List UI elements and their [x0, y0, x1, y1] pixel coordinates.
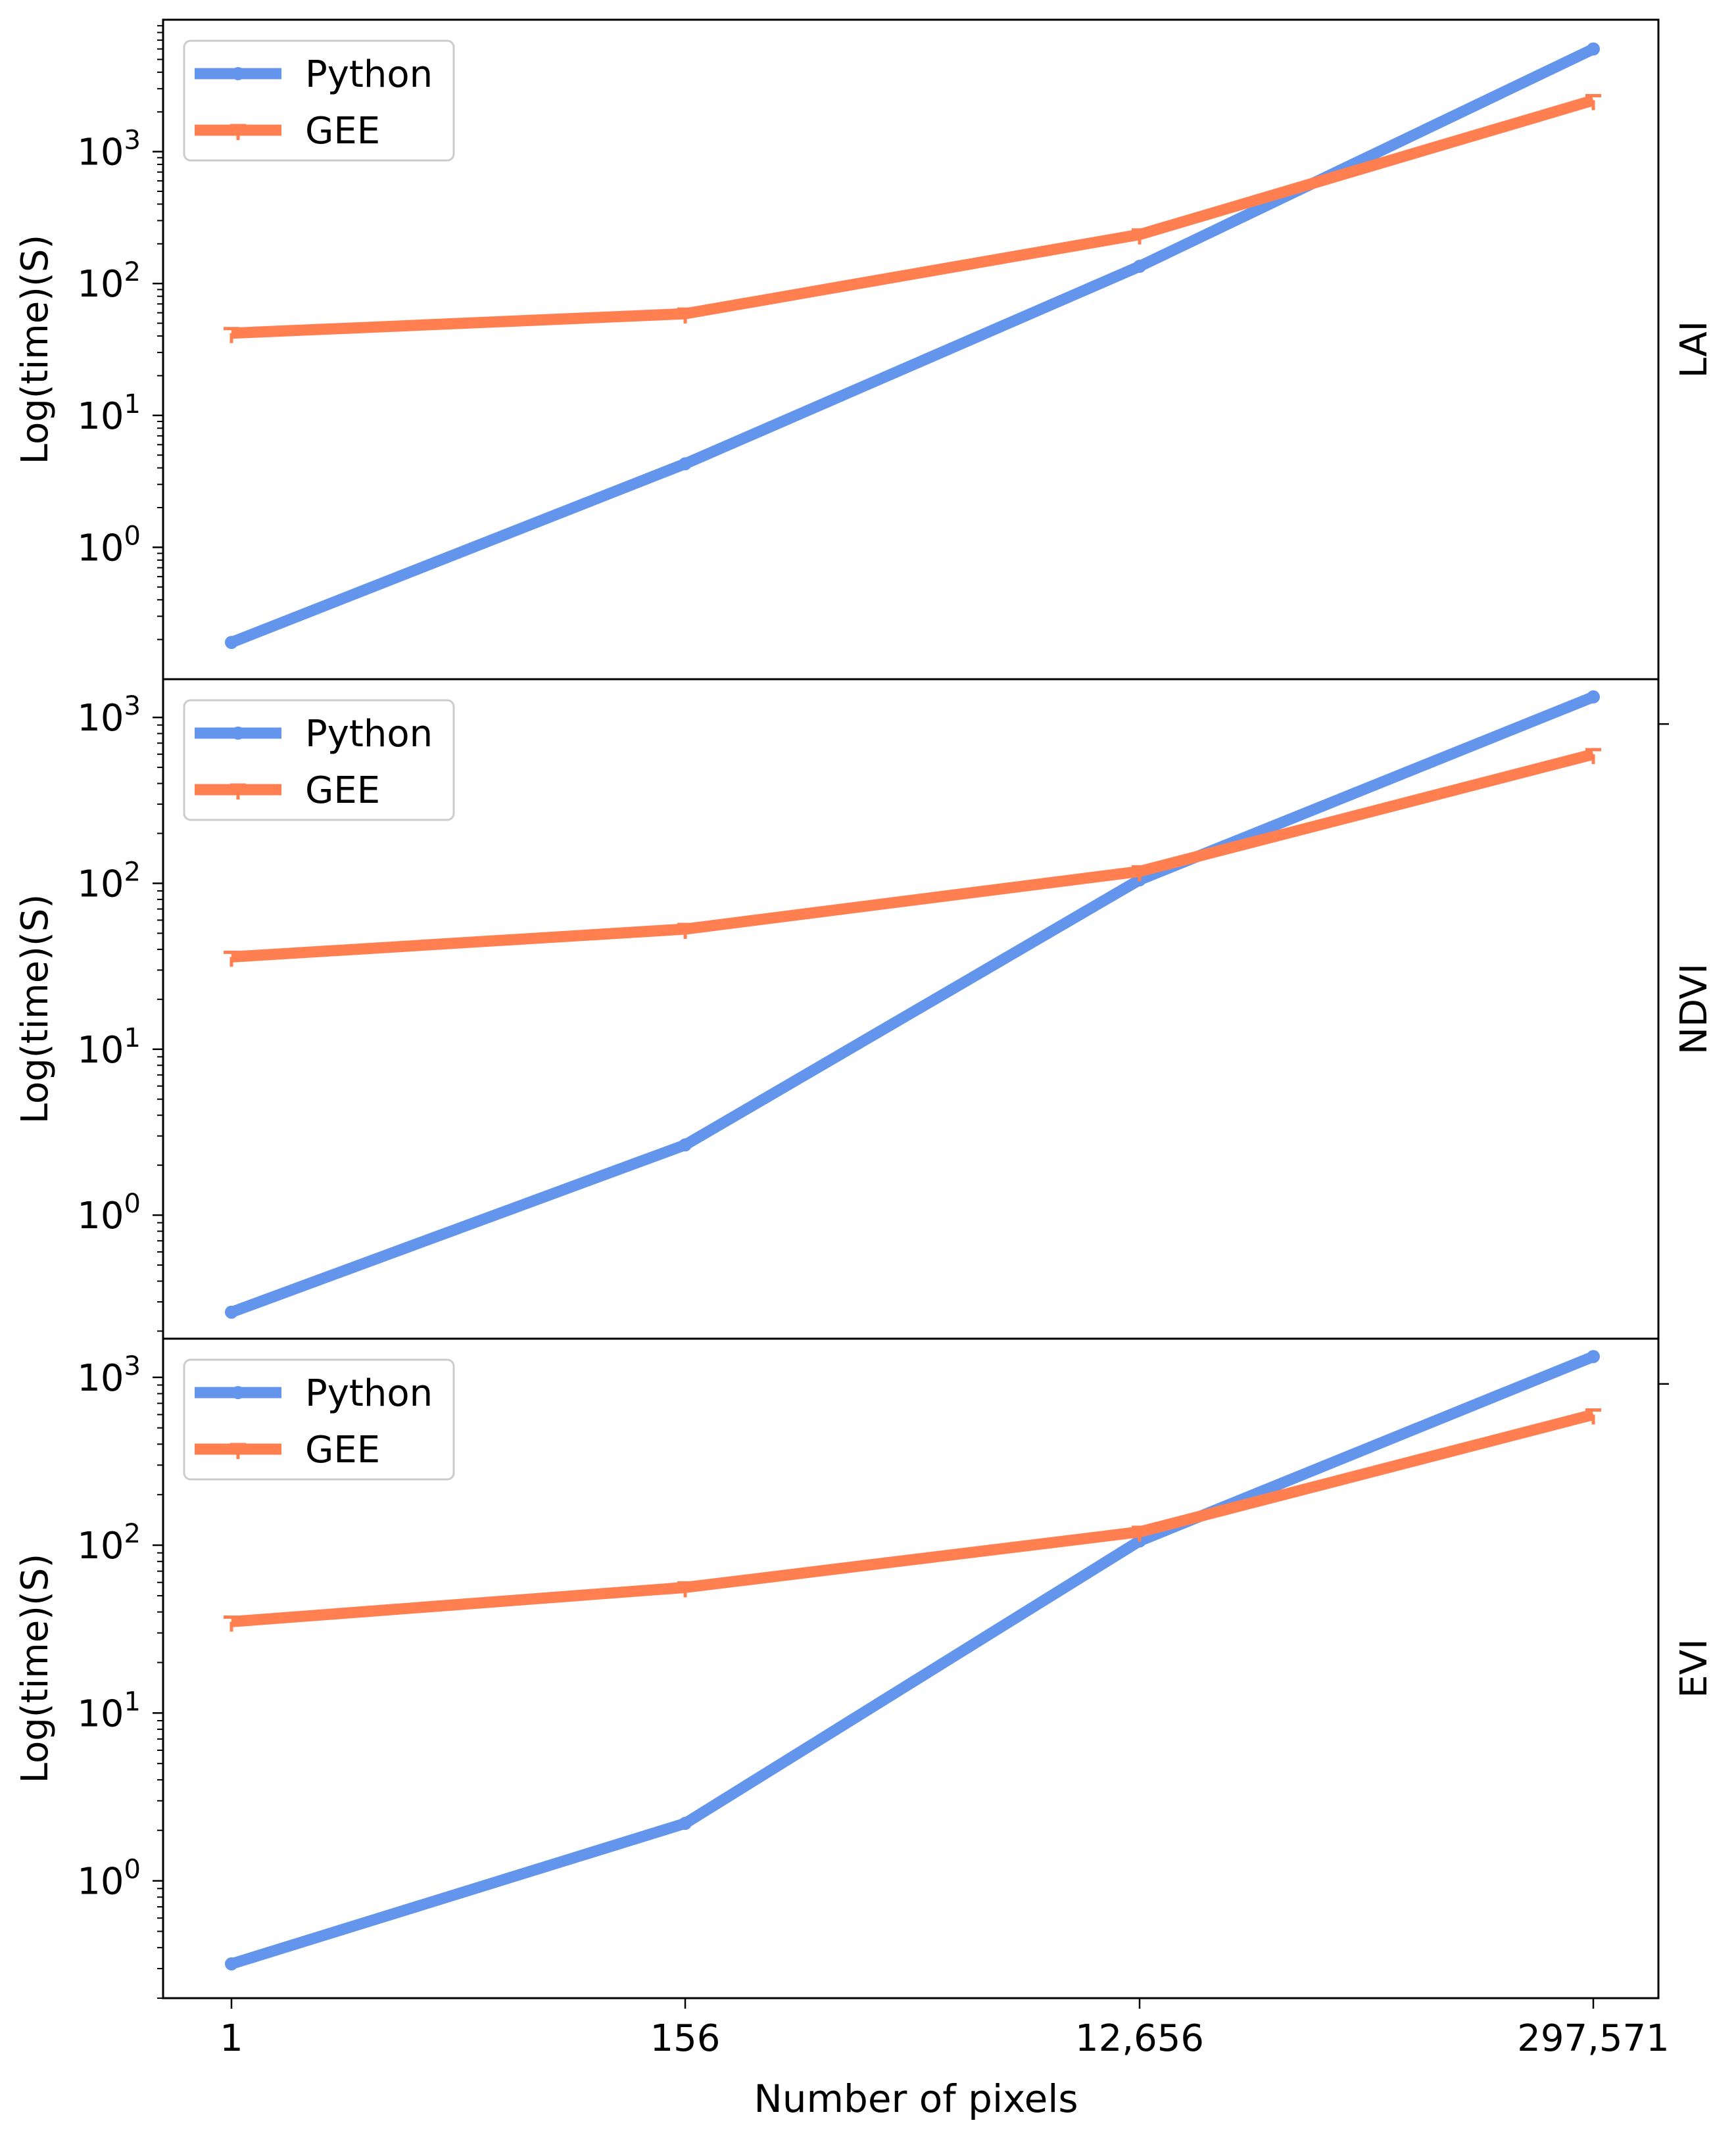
- data-point-gee: [677, 1581, 693, 1598]
- series-line-python: [229, 1351, 1596, 1970]
- data-point-gee: [224, 950, 239, 967]
- x-tick-label: 297,571: [1517, 2017, 1670, 2060]
- data-point-gee: [224, 327, 239, 343]
- y-tick-label: 102: [77, 1519, 141, 1567]
- data-point-gee: [677, 922, 693, 940]
- legend-marker: [231, 67, 245, 80]
- panel-label: NDVI: [1673, 963, 1716, 1055]
- y-tick-label: 100: [77, 1855, 141, 1903]
- x-tick-label: 156: [650, 2017, 721, 2060]
- series-line-gee: [231, 95, 1595, 339]
- data-point-gee: [1132, 228, 1147, 245]
- y-tick-label: 101: [77, 389, 141, 438]
- y-axis-label: Log(time)(S): [14, 1554, 57, 1783]
- panel-evi: 100 101 102 103 Log(time)(S) EVI Python GEE: [14, 1337, 1716, 1999]
- data-point-gee: [224, 1615, 239, 1632]
- y-tick-label: 103: [77, 691, 141, 740]
- data-point-gee: [1132, 1525, 1147, 1542]
- data-point-python: [679, 1817, 692, 1830]
- data-point-gee: [677, 307, 693, 324]
- legend-label-python: Python: [305, 53, 433, 96]
- data-point-gee: [1585, 94, 1601, 110]
- legend-label-gee: GEE: [305, 110, 380, 153]
- y-tick-label: 103: [77, 126, 141, 174]
- y-tick-label: 102: [77, 857, 141, 905]
- legend-marker: [230, 124, 246, 140]
- legend-label-gee: GEE: [305, 1429, 380, 1471]
- data-point-gee: [1585, 1408, 1601, 1425]
- y-tick-label: 100: [77, 1189, 141, 1237]
- y-tick-label: 100: [77, 521, 141, 569]
- axes-frame: [162, 1337, 1660, 1999]
- y-tick-label: 103: [77, 1351, 141, 1400]
- x-axis-label: Number of pixels: [754, 2076, 1078, 2121]
- y-axis-label: Log(time)(S): [14, 894, 57, 1124]
- data-point-python: [679, 1138, 692, 1152]
- data-point-python: [225, 636, 238, 650]
- data-point-python: [1133, 260, 1146, 274]
- x-tick-label: 1: [220, 2017, 243, 2060]
- x-tick-label: 12,656: [1075, 2017, 1204, 2060]
- panel-label: EVI: [1673, 1639, 1716, 1698]
- legend-label-python: Python: [305, 713, 433, 755]
- data-point-python: [1587, 690, 1600, 704]
- legend-marker: [230, 1443, 246, 1459]
- data-point-python: [225, 1305, 238, 1319]
- data-point-python: [225, 1957, 238, 1971]
- panel-ndvi: 100 101 102 103 Log(time)(S) NDVI Python GEE: [14, 678, 1716, 1340]
- panel-lai: 100 101 102 103 Log(time)(S) LAI Python GEE: [14, 18, 1716, 681]
- data-point-python: [1587, 1350, 1600, 1364]
- series-line-gee: [231, 748, 1595, 963]
- legend-label-gee: GEE: [305, 769, 380, 812]
- y-tick-label: 101: [77, 1686, 141, 1735]
- legend-marker: [231, 727, 245, 740]
- legend-marker: [230, 783, 246, 800]
- series-line-gee: [231, 1409, 1595, 1627]
- panel-label: LAI: [1673, 321, 1716, 378]
- y-tick-label: 102: [77, 257, 141, 306]
- data-point-gee: [1132, 865, 1147, 882]
- series-line-python: [229, 692, 1596, 1318]
- legend-marker: [231, 1386, 245, 1399]
- series-line-python: [229, 43, 1596, 648]
- data-point-python: [679, 457, 692, 471]
- data-point-python: [1587, 42, 1600, 56]
- y-axis-label: Log(time)(S): [14, 235, 57, 464]
- data-point-gee: [1585, 748, 1601, 765]
- y-tick-label: 101: [77, 1023, 141, 1072]
- legend-label-python: Python: [305, 1372, 433, 1415]
